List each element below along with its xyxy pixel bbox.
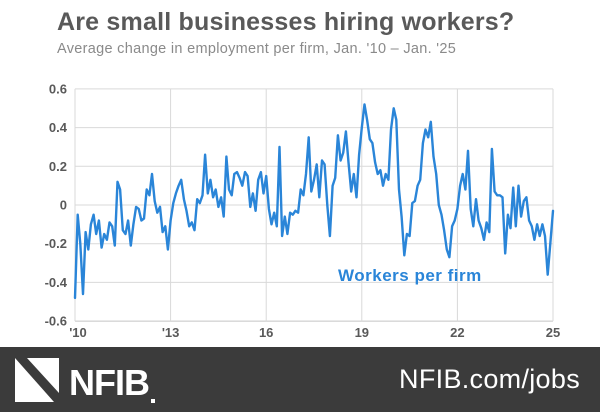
x-tick-label: 22 [450,325,464,340]
x-tick-label: 16 [259,325,273,340]
employment-per-firm-line-chart: 0.6 0.4 0.2 0 -0.2 -0.4 -0.6'10 '13 16 19 22 25 Work… [45,81,561,340]
x-tick-label: '10 [69,325,87,340]
y-tick-label: 0.6 [49,81,67,96]
workers-per-firm-line [73,103,555,300]
nfib-logo-wordmark: NFIB [69,361,150,403]
footer-bar: NFIB NFIB.com/jobs [0,347,600,412]
y-tick-label: -0.4 [45,275,68,290]
y-axis-labels: 0.6 0.4 0.2 0 -0.2 -0.4 -0.6 [45,81,68,328]
nfib-logo: NFIB [14,357,155,403]
footer-url-text: NFIB.com/jobs [399,364,580,394]
nfib-logo-icon [15,357,59,402]
y-tick-label: -0.6 [45,314,67,329]
y-tick-label: 0 [60,198,67,213]
x-tick-label: 25 [546,325,560,340]
y-tick-label: 0.2 [49,159,67,174]
nfib-logo-trademark-dot [151,398,155,403]
x-axis-labels: '10 '13 16 19 22 25 [69,325,560,340]
chart-header: Are small businesses hiring workers? Ave… [57,8,587,57]
x-tick-label: '13 [162,325,180,340]
y-tick-label: -0.2 [45,236,67,251]
chart-subtitle: Average change in employment per firm, J… [57,41,457,57]
chart-title: Are small businesses hiring workers? [57,8,515,36]
gridlines [74,88,554,322]
series-label: Workers per firm [338,266,482,285]
x-tick-label: 19 [355,325,369,340]
y-tick-label: 0.4 [49,120,68,135]
